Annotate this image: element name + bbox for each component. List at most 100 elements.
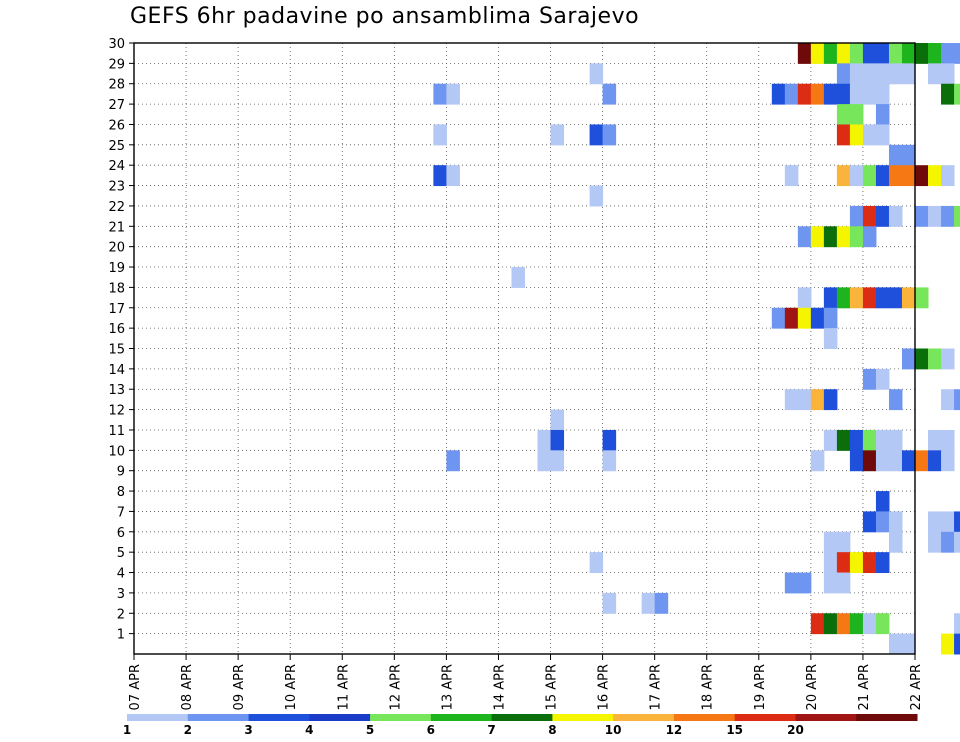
heatmap-cell (862, 63, 877, 85)
heatmap-cell (823, 307, 838, 329)
heatmap-cell (862, 429, 877, 451)
colorbar-segment (127, 714, 189, 721)
y-tick-label: 27 (108, 98, 125, 113)
heatmap-cell (784, 83, 799, 105)
colorbar-segment (856, 714, 918, 721)
heatmap-cell (823, 83, 838, 105)
heatmap-cell (810, 226, 825, 248)
y-tick-label: 19 (108, 261, 125, 276)
colorbar-label: 1 (123, 723, 131, 737)
heatmap-cell (954, 389, 960, 411)
heatmap-cell (915, 450, 929, 472)
heatmap-cell (875, 63, 890, 85)
y-tick-label: 28 (108, 78, 125, 93)
x-tick-label: 07 APR (128, 664, 143, 710)
x-tick-label: 22 APR (909, 664, 924, 710)
heatmap-cell (941, 531, 955, 553)
heatmap-cell (888, 287, 903, 309)
heatmap-cell (875, 205, 890, 227)
heatmap-cell (954, 43, 960, 64)
colorbar-label: 12 (666, 723, 683, 737)
heatmap-cell (823, 287, 838, 309)
heatmap-cell (810, 389, 825, 411)
heatmap-cell (915, 43, 929, 64)
heatmap-cell (862, 511, 877, 533)
colorbar-segment (248, 714, 310, 721)
heatmap-cell (928, 165, 942, 187)
heatmap-cell (771, 307, 786, 329)
heatmap-cell (836, 226, 851, 248)
heatmap-cell (901, 144, 916, 166)
heatmap-cell (862, 43, 877, 64)
heatmap-cell (928, 531, 942, 553)
heatmap-cell (888, 450, 903, 472)
heatmap-cell (784, 389, 799, 411)
heatmap-cell (511, 267, 525, 288)
heatmap-cell (823, 613, 838, 635)
heatmap-cell (928, 450, 942, 472)
y-tick-label: 9 (117, 465, 125, 480)
y-tick-label: 29 (108, 57, 125, 72)
heatmap-cell (797, 572, 812, 594)
heatmap-cell (823, 43, 838, 64)
heatmap-cell (888, 633, 903, 655)
heatmap-cell (888, 165, 903, 187)
y-tick-label: 4 (117, 567, 125, 582)
heatmap-cell (849, 124, 864, 146)
heatmap-cell (784, 307, 799, 329)
colorbar-segment (430, 714, 493, 721)
heatmap-cell (810, 307, 825, 329)
heatmap-cell (836, 104, 851, 125)
heatmap-cell (537, 450, 552, 472)
heatmap-cell (941, 43, 955, 64)
x-tick-label: 16 APR (597, 664, 612, 710)
heatmap-cell (784, 165, 799, 187)
heatmap-cell (862, 613, 877, 635)
heatmap-cell (928, 205, 942, 227)
heatmap-cell (849, 287, 864, 309)
heatmap-cell (862, 287, 877, 309)
heatmap-cell (849, 613, 864, 635)
heatmap-cell (928, 429, 942, 451)
y-tick-label: 26 (108, 118, 125, 133)
colorbar-label: 10 (605, 723, 622, 737)
y-tick-label: 3 (117, 587, 125, 602)
heatmap-cell (875, 124, 890, 146)
heatmap-cell (849, 429, 864, 451)
chart-title: GEFS 6hr padavine po ansamblima Sarajevo (130, 4, 640, 29)
heatmap-cell (862, 226, 877, 248)
heatmap-cell (823, 572, 838, 594)
colorbar-segment (795, 714, 857, 721)
heatmap-cell (901, 43, 916, 64)
colorbar-segment (309, 714, 371, 721)
heatmap-cell (849, 104, 864, 125)
colorbar-label: 15 (726, 723, 743, 737)
heatmap-cell (784, 572, 799, 594)
heatmap-cell (589, 185, 604, 207)
heatmap-cell (589, 63, 604, 85)
heatmap-cell (875, 491, 890, 512)
heatmap-cell (901, 450, 916, 472)
heatmap-cell (928, 43, 942, 64)
y-tick-label: 18 (108, 281, 125, 296)
heatmap-cell (836, 63, 851, 85)
heatmap-cell (915, 165, 929, 187)
heatmap-cell (849, 63, 864, 85)
heatmap-cell (823, 389, 838, 411)
y-tick-label: 8 (117, 485, 125, 500)
heatmap-cell (862, 165, 877, 187)
heatmap-cell (836, 572, 851, 594)
heatmap-cell (641, 592, 656, 614)
colorbar-segment (734, 714, 796, 721)
x-tick-label: 08 APR (180, 664, 195, 710)
heatmap-cell (941, 83, 955, 105)
heatmap-cell (836, 429, 851, 451)
x-tick-label: 17 APR (649, 664, 664, 710)
heatmap-cell (823, 531, 838, 553)
heatmap-cell (915, 348, 929, 370)
heatmap-cell (941, 633, 955, 655)
heatmap-cell (849, 43, 864, 64)
heatmap-cell (875, 511, 890, 533)
heatmap-cell (810, 83, 825, 105)
